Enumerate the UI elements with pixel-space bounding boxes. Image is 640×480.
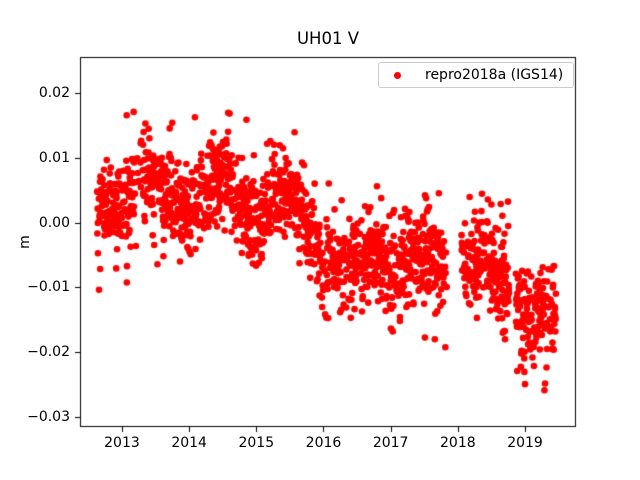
legend-marker-dot: [394, 71, 401, 79]
y-tick-label: −0.01: [27, 279, 70, 296]
chart-title: UH01 V: [296, 29, 359, 48]
y-tick-label: −0.02: [27, 343, 70, 360]
y-tick-label: 0.01: [38, 149, 70, 166]
x-tick-label: 2017: [372, 435, 409, 451]
x-tick-label: 2018: [440, 435, 476, 451]
x-tick-label: 2016: [305, 435, 342, 451]
x-tick-label: 2015: [238, 435, 275, 451]
x-tick-label: 2013: [104, 435, 140, 451]
y-tick-label: 0.02: [38, 85, 70, 102]
x-tick-label: 2014: [171, 435, 207, 451]
y-tick-label: 0.00: [38, 214, 70, 231]
legend-entry-label: repro2018a (IGS14): [425, 67, 564, 83]
y-axis-label: m: [17, 235, 33, 249]
legend: repro2018a (IGS14): [378, 62, 574, 88]
x-tick-label: 2019: [507, 435, 543, 451]
y-tick-label: −0.03: [27, 408, 70, 425]
